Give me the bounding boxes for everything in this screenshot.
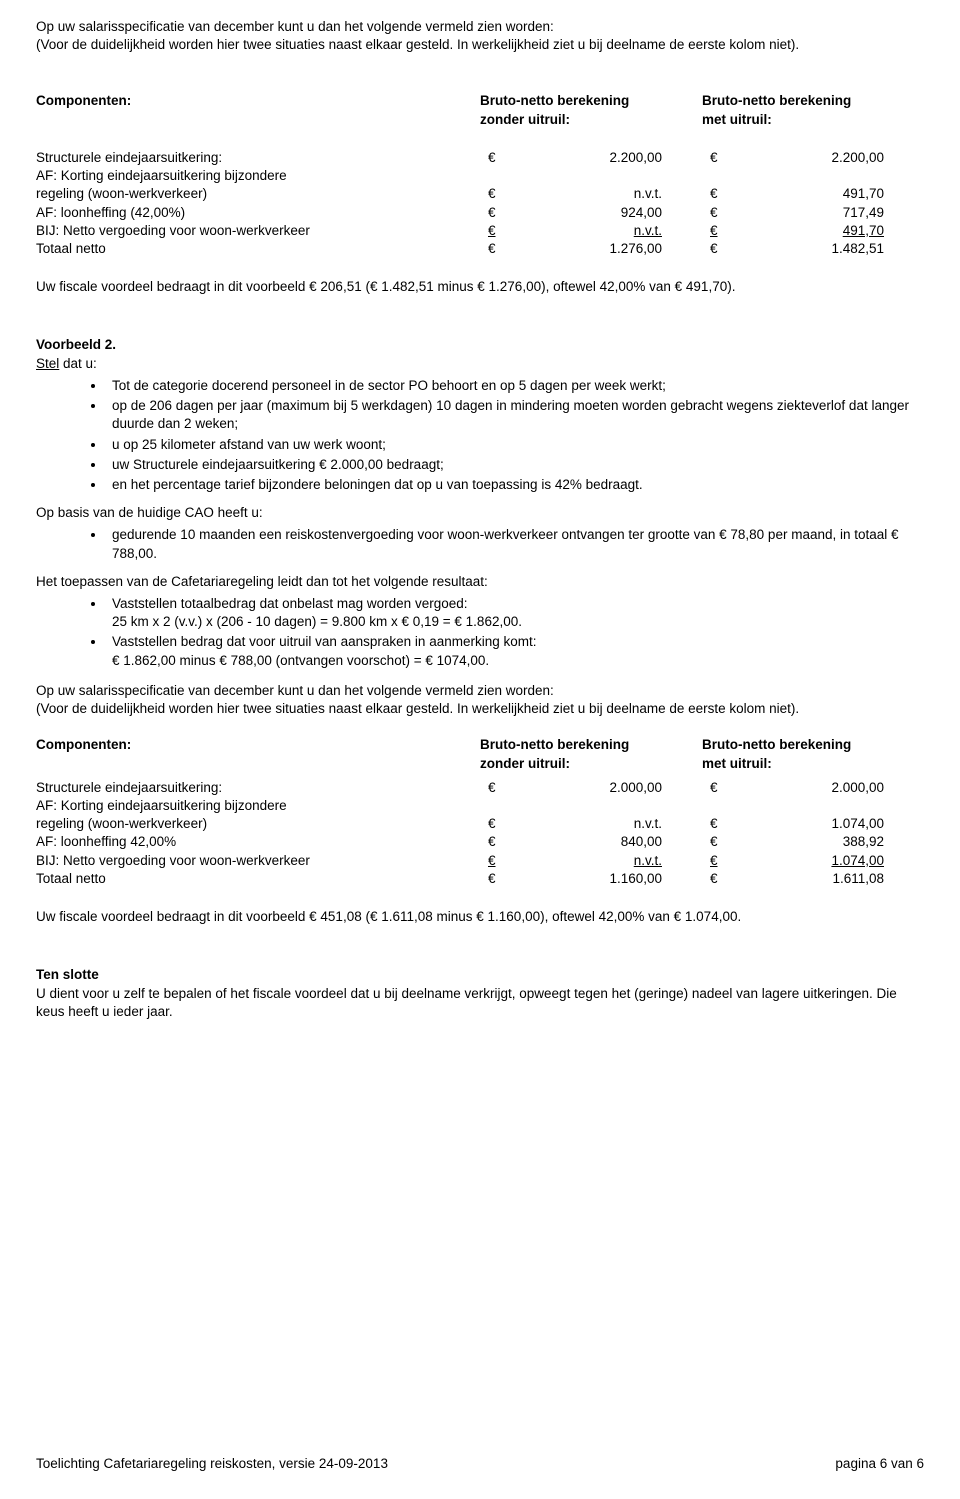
cao-line: Op basis van de huidige CAO heeft u: (36, 504, 924, 522)
ten-slotte-body: U dient voor u zelf te bepalen of het fi… (36, 985, 924, 1021)
components-table-1-header: Componenten: Bruto-netto berekening zond… (36, 92, 924, 128)
intro2-line2: (Voor de duidelijkheid worden hier twee … (36, 700, 924, 718)
row-label: AF: loonheffing 42,00% (36, 833, 480, 851)
voorbeeld2-stel: Stel dat u: (36, 355, 924, 373)
list-item: Tot de categorie docerend personeel in d… (106, 377, 924, 395)
row-label: regeling (woon-werkverkeer) (36, 185, 480, 203)
list-item: uw Structurele eindejaarsuitkering € 2.0… (106, 456, 924, 474)
list-item: en het percentage tarief bijzondere belo… (106, 476, 924, 494)
components-table-2: Structurele eindejaarsuitkering: €2.000,… (36, 779, 924, 888)
row-label: regeling (woon-werkverkeer) (36, 815, 480, 833)
ten-slotte-title: Ten slotte (36, 966, 924, 984)
footer-left: Toelichting Cafetariaregeling reiskosten… (36, 1455, 388, 1473)
intro1-line2: (Voor de duidelijkheid worden hier twee … (36, 36, 924, 54)
table-row: AF: loonheffing (42,00%) €924,00 €717,49 (36, 204, 924, 222)
page: Op uw salarisspecificatie van december k… (0, 0, 960, 1499)
table-row: Totaal netto €1.160,00 €1.611,08 (36, 870, 924, 888)
intro2-line1: Op uw salarisspecificatie van december k… (36, 682, 924, 700)
table-row: Totaal netto €1.276,00 €1.482,51 (36, 240, 924, 258)
intro-block-1: Op uw salarisspecificatie van december k… (36, 18, 924, 54)
cafetaria-line: Het toepassen van de Cafetariaregeling l… (36, 573, 924, 591)
hdr-componenten: Componenten: (36, 93, 131, 108)
hdr-col2-b: met uitruil: (702, 111, 924, 129)
hdr-col1-a: Bruto-netto berekening (480, 92, 702, 110)
row-label: BIJ: Netto vergoeding voor woon-werkverk… (36, 222, 480, 240)
row-label: AF: loonheffing (42,00%) (36, 204, 480, 222)
voorbeeld2-title: Voorbeeld 2. (36, 336, 924, 354)
table-row: BIJ: Netto vergoeding voor woon-werkverk… (36, 222, 924, 240)
hdr-col1-b: zonder uitruil: (480, 111, 702, 129)
table-row: regeling (woon-werkverkeer) €n.v.t. €1.0… (36, 815, 924, 833)
intro1-line1: Op uw salarisspecificatie van december k… (36, 18, 924, 36)
list-item: u op 25 kilometer afstand van uw werk wo… (106, 436, 924, 454)
page-footer: Toelichting Cafetariaregeling reiskosten… (36, 1455, 924, 1473)
table-row: AF: Korting eindejaarsuitkering bijzonde… (36, 797, 924, 815)
cafetaria-bullets: Vaststellen totaalbedrag dat onbelast ma… (36, 595, 924, 670)
hdr-componenten-2: Componenten: (36, 737, 131, 752)
cao-bullets: gedurende 10 maanden een reiskostenvergo… (36, 526, 924, 562)
list-item: op de 206 dagen per jaar (maximum bij 5 … (106, 397, 924, 433)
list-item: gedurende 10 maanden een reiskostenvergo… (106, 526, 924, 562)
row-label: AF: Korting eindejaarsuitkering bijzonde… (36, 797, 480, 815)
list-item: Vaststellen bedrag dat voor uitruil van … (106, 633, 924, 669)
row-label: AF: Korting eindejaarsuitkering bijzonde… (36, 167, 480, 185)
row-label: Totaal netto (36, 870, 480, 888)
footer-right: pagina 6 van 6 (835, 1455, 924, 1473)
row-label: BIJ: Netto vergoeding voor woon-werkverk… (36, 852, 480, 870)
fiscal-advantage-1: Uw fiscale voordeel bedraagt in dit voor… (36, 278, 924, 296)
table-row: BIJ: Netto vergoeding voor woon-werkverk… (36, 852, 924, 870)
row-label: Structurele eindejaarsuitkering: (36, 779, 480, 797)
voorbeeld2-bullets: Tot de categorie docerend personeel in d… (36, 377, 924, 494)
intro-block-2: Op uw salarisspecificatie van december k… (36, 682, 924, 718)
row-label: Structurele eindejaarsuitkering: (36, 149, 480, 167)
hdr-col2-a: Bruto-netto berekening (702, 92, 924, 110)
list-item: Vaststellen totaalbedrag dat onbelast ma… (106, 595, 924, 631)
components-table-2-header: Componenten: Bruto-netto berekening zond… (36, 736, 924, 772)
table-row: regeling (woon-werkverkeer) €n.v.t. €491… (36, 185, 924, 203)
row-label: Totaal netto (36, 240, 480, 258)
table-row: Structurele eindejaarsuitkering: €2.000,… (36, 779, 924, 797)
fiscal-advantage-2: Uw fiscale voordeel bedraagt in dit voor… (36, 908, 924, 926)
table-row: Structurele eindejaarsuitkering: €2.200,… (36, 149, 924, 167)
components-table-1: Structurele eindejaarsuitkering: €2.200,… (36, 149, 924, 258)
table-row: AF: Korting eindejaarsuitkering bijzonde… (36, 167, 924, 185)
table-row: AF: loonheffing 42,00% €840,00 €388,92 (36, 833, 924, 851)
